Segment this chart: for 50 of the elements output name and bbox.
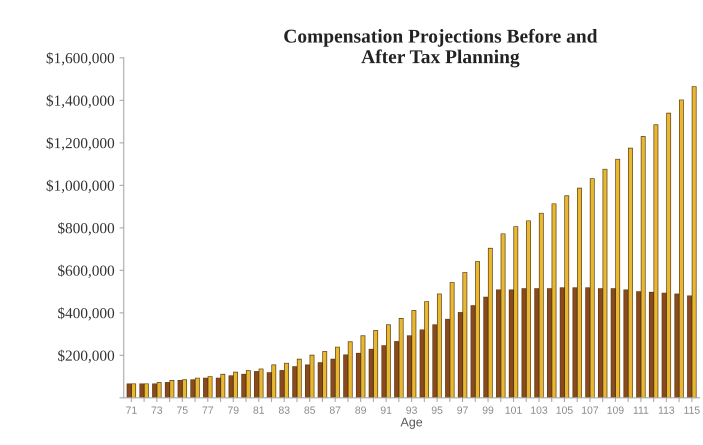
bar: [194, 378, 200, 398]
chart-title: Compensation Projections Before and After Tax Planning: [284, 28, 598, 68]
x-tick-label: 73: [152, 406, 162, 414]
y-tick-label: $200,000: [58, 350, 114, 363]
x-tick-label: 93: [406, 406, 417, 414]
x-tick-label: 83: [278, 406, 290, 414]
bar: [462, 272, 468, 398]
y-tick-label: $400,000: [58, 307, 114, 320]
bar: [538, 212, 544, 398]
x-tick-label: 109: [608, 406, 624, 414]
bar: [678, 100, 684, 398]
x-tick-label: 81: [253, 406, 264, 414]
x-tick-label: 89: [355, 406, 366, 414]
y-tick-label: $1,000,000: [46, 180, 114, 193]
y-tick-label: $600,000: [58, 264, 114, 278]
x-tick-label: 103: [531, 406, 548, 414]
y-tick-label: $1,600,000: [46, 52, 114, 66]
x-tick-label: 79: [228, 406, 239, 414]
bar: [488, 248, 493, 398]
bar: [220, 374, 226, 398]
x-tick-label: 99: [482, 406, 494, 414]
y-tick-label: $1,400,000: [46, 94, 114, 108]
x-axis-title: Age: [400, 418, 422, 429]
bar: [144, 383, 149, 398]
bar: [564, 195, 570, 398]
bar: [246, 370, 251, 398]
x-tick-label: 87: [330, 406, 340, 414]
y-tick-label: $800,000: [58, 222, 114, 236]
x-tick-label: 101: [506, 406, 522, 414]
x-tick-label: 111: [634, 406, 648, 414]
bar: [513, 226, 518, 398]
y-tick-label: $1,200,000: [46, 137, 114, 150]
bar: [271, 364, 276, 398]
bar: [216, 378, 221, 398]
x-tick-label: 75: [177, 406, 188, 414]
x-tick-label: 105: [556, 406, 573, 414]
bar: [436, 294, 442, 398]
bar: [411, 310, 416, 398]
x-tick-label: 71: [126, 406, 137, 414]
bar: [169, 380, 174, 398]
x-tick-label: 97: [457, 406, 468, 414]
x-tick-label: 85: [304, 406, 316, 414]
x-tick-label: 115: [684, 406, 700, 414]
bar: [241, 374, 246, 398]
x-tick-label: 91: [380, 406, 392, 414]
bar: [296, 358, 302, 398]
x-tick-label: 113: [658, 406, 674, 414]
x-tick-label: 77: [202, 406, 214, 414]
x-tick-label: 107: [582, 406, 598, 414]
x-tick-label: 95: [432, 406, 442, 414]
